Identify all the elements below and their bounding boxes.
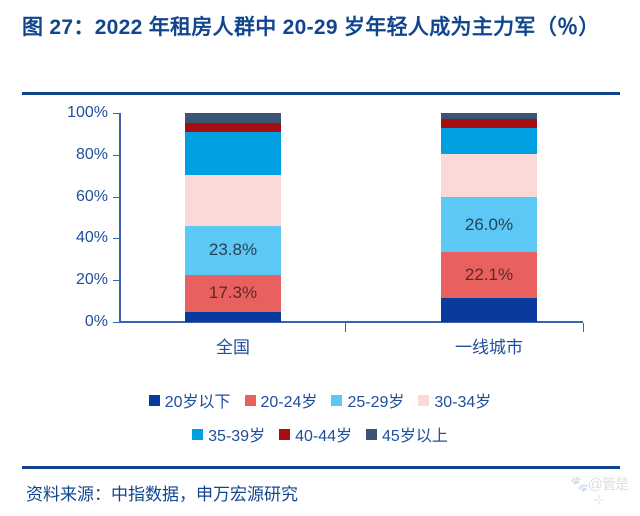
bar-segment[interactable] (441, 128, 537, 154)
x-axis-line (119, 321, 583, 323)
y-axis-tick-label: 80% (75, 145, 108, 163)
legend-swatch-icon (192, 428, 204, 440)
watermark: 🐾 @ 管是 ⊹ (570, 474, 629, 508)
watermark-row: 🐾 @ 管是 (570, 474, 629, 494)
watermark-label: 管是 (602, 476, 629, 492)
bar-segment-value-label: 17.3% (208, 283, 258, 303)
legend-label: 45岁以上 (382, 428, 448, 445)
bar-segment[interactable]: 26.0% (441, 197, 537, 252)
y-axis-tick-mark (113, 238, 119, 240)
legend-swatch-icon (279, 428, 291, 440)
legend-swatch-icon (418, 394, 430, 406)
legend-item[interactable]: 25-29岁 (331, 388, 404, 412)
watermark-glyph: ⊹ (593, 492, 605, 507)
source-note: 资料来源：中指数据，申万宏源研究 (26, 485, 298, 504)
legend-item[interactable]: 20-24岁 (244, 388, 318, 412)
y-axis-tick-mark (113, 196, 119, 198)
bar-segment-value-label: 26.0% (464, 214, 514, 234)
bar-segment[interactable]: 23.8% (185, 225, 281, 276)
bar-segment[interactable] (185, 123, 281, 132)
x-axis-category-label: 一线城市 (455, 338, 523, 357)
legend-label: 30-34岁 (434, 394, 492, 411)
x-axis-category-label: 全国 (216, 338, 250, 357)
bar-segment[interactable] (441, 113, 537, 120)
page-title: 图 27：2022 年租房人群中 20-29 岁年轻人成为主力军（％） (22, 16, 600, 39)
legend-item[interactable]: 20岁以下 (148, 388, 231, 412)
legend-item[interactable]: 30-34岁 (418, 388, 491, 412)
legend-swatch-icon (244, 394, 256, 406)
chart-canvas: 0% 20% 40% 60% 80% 100% 23.8% 17.3% 26.0% 22.1% … (0, 100, 640, 370)
y-axis-tick-mark (113, 322, 119, 323)
bar-segment[interactable] (441, 297, 537, 322)
title-divider (22, 92, 620, 95)
legend-label: 20岁以下 (164, 394, 231, 411)
legend-label: 35-39岁 (208, 428, 266, 445)
bar-segment[interactable]: 17.3% (185, 275, 281, 312)
y-axis-line (119, 113, 121, 322)
legend-label: 25-29岁 (347, 394, 405, 411)
chart-legend: 20岁以下 20-24岁 25-29岁 30-34岁 35-39岁 40-44岁 45岁以上 (0, 383, 640, 451)
y-axis-tick-mark (113, 280, 119, 282)
x-axis-category-divider (583, 323, 584, 332)
legend-swatch-icon (148, 394, 160, 406)
legend-label: 20-24岁 (260, 394, 318, 411)
y-axis-tick-mark (113, 113, 119, 114)
bar-segment-value-label: 23.8% (208, 240, 258, 260)
legend-item[interactable]: 40-44岁 (279, 422, 352, 446)
legend-swatch-icon (366, 428, 378, 440)
legend-item[interactable]: 45岁以上 (366, 422, 448, 446)
paw-icon: 🐾 (570, 476, 589, 493)
x-axis-category-divider (345, 323, 346, 332)
footer-divider (22, 466, 620, 469)
at-sign-icon: @ (587, 475, 603, 493)
bar-segment[interactable] (441, 153, 537, 198)
legend-item[interactable]: 35-39岁 (192, 422, 265, 446)
bar-segment[interactable] (185, 175, 281, 226)
y-axis-tick-label: 60% (75, 187, 108, 205)
bar-segment[interactable] (441, 119, 537, 129)
bar-segment-value-label: 22.1% (464, 264, 514, 284)
bar-segment[interactable] (185, 113, 281, 124)
y-axis-tick-label: 20% (75, 271, 108, 289)
legend-row: 20岁以下 20-24岁 25-29岁 30-34岁 (0, 383, 640, 417)
bar-segment[interactable] (185, 311, 281, 322)
y-axis-tick-label: 100% (67, 104, 108, 121)
y-axis-tick-label: 0% (84, 313, 108, 330)
bar-segment[interactable] (185, 131, 281, 176)
bar-segment[interactable]: 22.1% (441, 251, 537, 298)
y-axis-labels: 0% 20% 40% 60% 80% 100% (50, 100, 108, 330)
y-axis-tick-label: 40% (75, 229, 108, 247)
legend-row: 35-39岁 40-44岁 45岁以上 (0, 417, 640, 451)
legend-swatch-icon (331, 394, 343, 406)
legend-label: 40-44岁 (295, 428, 353, 445)
bar-stack[interactable]: 23.8% 17.3% (185, 113, 281, 322)
y-axis-tick-mark (113, 154, 119, 156)
bar-stack[interactable]: 26.0% 22.1% (441, 113, 537, 322)
